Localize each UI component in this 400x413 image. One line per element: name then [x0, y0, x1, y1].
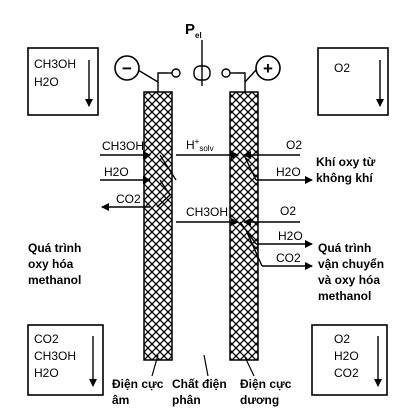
svg-text:O2: O2 — [334, 332, 350, 346]
o2-top-label: O2 — [286, 138, 302, 152]
svg-text:H2O: H2O — [34, 366, 59, 380]
svg-text:Chất điện: Chất điện — [172, 377, 227, 391]
bottom-right-box: O2 H2O CO2 — [311, 324, 388, 396]
circuit-wires — [137, 69, 257, 92]
svg-text:Quá trình: Quá trình — [318, 241, 371, 255]
svg-text:H2O: H2O — [334, 349, 359, 363]
svg-text:không khí: không khí — [316, 171, 373, 185]
co2-out-label: CO2 — [116, 192, 141, 206]
svg-text:vận chuyển: vận chuyển — [318, 257, 384, 271]
svg-text:dương: dương — [240, 393, 279, 407]
svg-text:H2O: H2O — [34, 75, 59, 89]
cathode-electrode — [229, 91, 259, 361]
svg-text:methanol: methanol — [318, 289, 371, 303]
ch3oh-cross-label: CH3OH — [186, 205, 228, 219]
co2-right-label: CO2 — [276, 251, 301, 265]
o2-mid-label: O2 — [280, 204, 296, 218]
svg-text:Điện cực: Điện cực — [112, 377, 164, 391]
svg-text:âm: âm — [112, 393, 129, 407]
svg-text:+: + — [263, 59, 273, 78]
proton-label: H+solv — [186, 137, 214, 153]
svg-text:oxy hóa: oxy hóa — [28, 257, 74, 271]
svg-text:Khí oxy từ: Khí oxy từ — [316, 155, 376, 169]
cathode-label: Điện cực dương — [240, 377, 292, 407]
h2o-right-mid-label: H2O — [278, 229, 303, 243]
svg-text:CH3OH: CH3OH — [34, 349, 76, 363]
anode-inflow — [100, 151, 151, 211]
svg-text:Quá trình: Quá trình — [28, 241, 81, 255]
electrolyte-label: Chất điện phân — [172, 377, 227, 407]
ch3oh-in-label: CH3OH — [102, 139, 144, 153]
svg-text:O2: O2 — [334, 61, 350, 75]
h2o-right-top-label: H2O — [276, 165, 301, 179]
load-resistor-icon — [167, 60, 235, 86]
left-process-note: Quá trình oxy hóa methanol — [28, 241, 81, 287]
svg-text:phân: phân — [172, 393, 201, 407]
negative-terminal: − — [114, 55, 140, 81]
right-process-note: Quá trình vận chuyển và oxy hóa methanol — [318, 241, 384, 303]
bottom-pointer-lines — [151, 354, 255, 377]
svg-text:CO2: CO2 — [34, 332, 59, 346]
power-label: Pel — [185, 21, 202, 40]
positive-terminal: + — [255, 55, 281, 81]
h2o-in-label: H2O — [104, 165, 129, 179]
anode-label: Điện cực âm — [112, 377, 164, 407]
svg-text:CH3OH: CH3OH — [34, 57, 76, 71]
anode-reaction-lines — [156, 154, 177, 208]
svg-text:và oxy hóa: và oxy hóa — [318, 273, 380, 287]
cathode-flows — [239, 151, 313, 270]
svg-text:Điện cực: Điện cực — [240, 377, 292, 391]
svg-text:CO2: CO2 — [334, 366, 359, 380]
right-air-note: Khí oxy từ không khí — [316, 155, 376, 185]
svg-text:methanol: methanol — [28, 273, 81, 287]
anode-electrode — [143, 91, 173, 361]
top-left-box: CH3OH H2O — [27, 47, 99, 116]
top-right-box: O2 — [317, 47, 389, 116]
bottom-left-box: CO2 CH3OH H2O — [27, 324, 104, 396]
svg-text:−: − — [122, 59, 132, 78]
